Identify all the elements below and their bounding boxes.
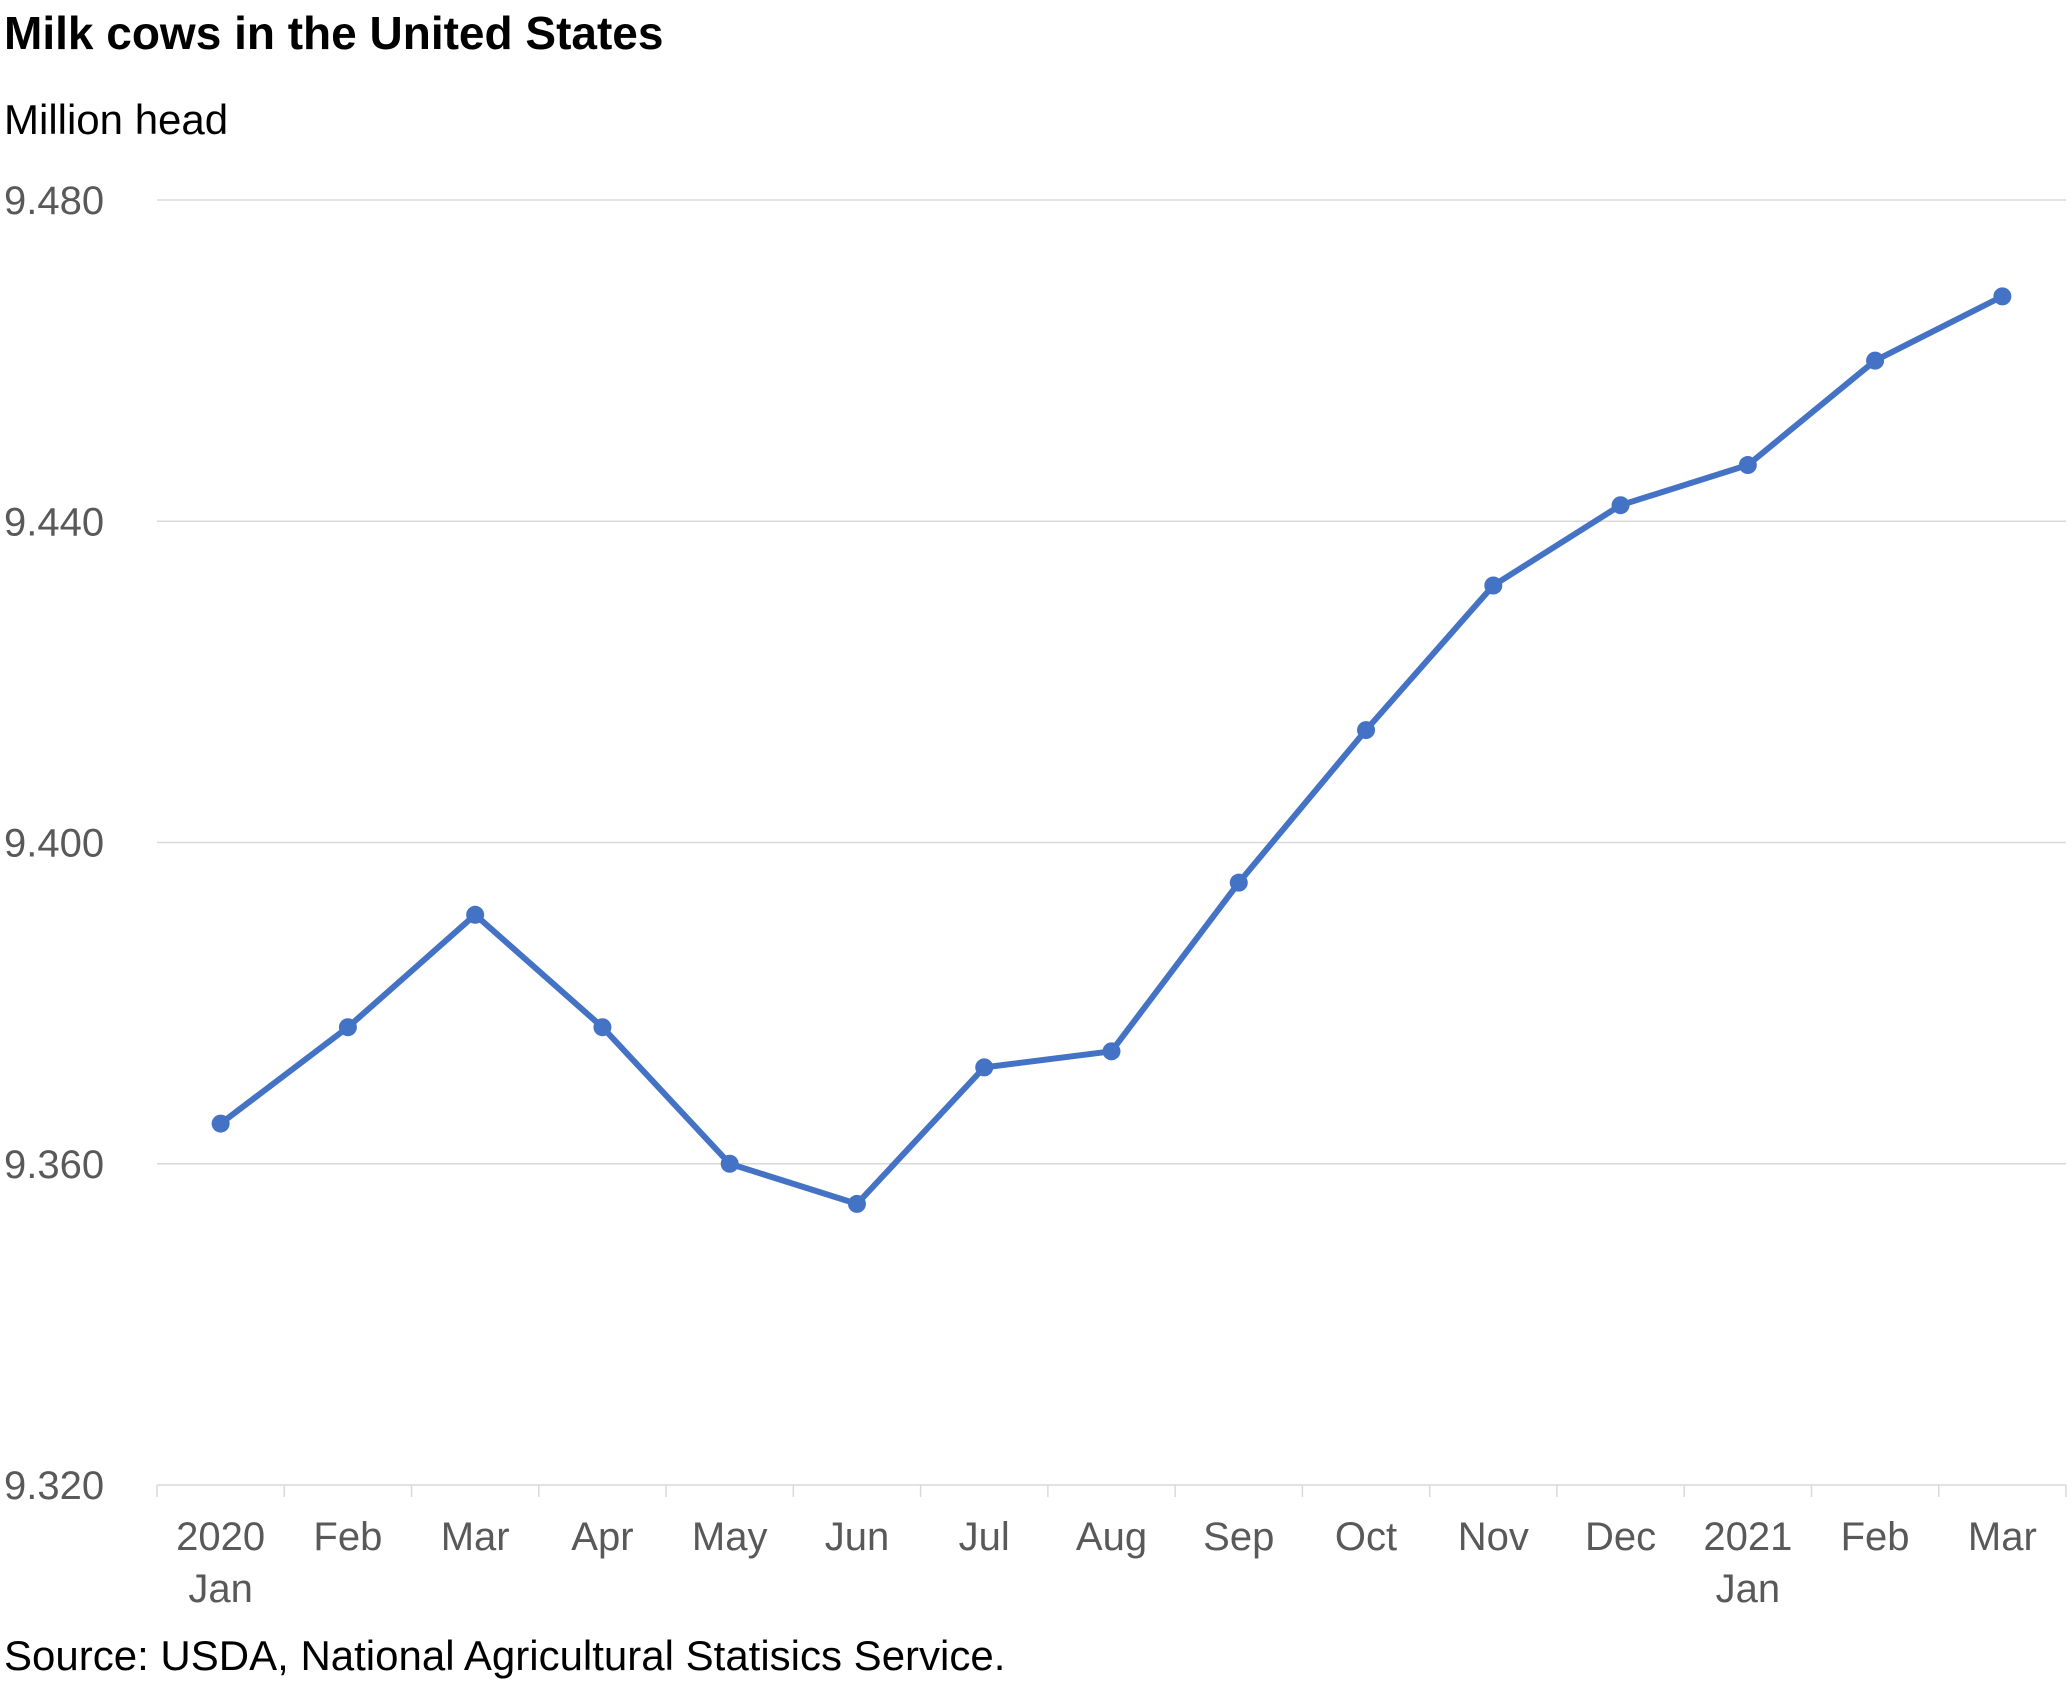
x-axis: 2020 Jan Feb Mar Apr May Jun Jul Aug Sep Oct Nov Dec… (156, 1484, 2067, 1611)
series-line (218, 293, 2004, 1207)
data-point (1738, 456, 1757, 475)
x-tick-label: Jul (959, 1515, 1010, 1559)
y-tick-label: 9.440 (4, 500, 104, 544)
data-point (1866, 351, 1885, 370)
x-tick-label: 2020 (176, 1515, 265, 1559)
data-point (466, 905, 485, 924)
y-tick-label: 9.480 (4, 179, 104, 223)
x-tick-label: Nov (1458, 1515, 1529, 1559)
x-tick-label: Dec (1585, 1515, 1656, 1559)
data-point (1102, 1042, 1121, 1061)
x-tick-label: Aug (1076, 1515, 1147, 1559)
data-point (1611, 496, 1630, 515)
data-point (847, 1194, 866, 1213)
data-point (338, 1018, 357, 1037)
x-tick-label: Apr (571, 1515, 633, 1559)
x-tick-label: Jan (1716, 1567, 1781, 1611)
y-tick-label: 9.320 (4, 1464, 104, 1508)
line-chart: 9.320 9.360 9.400 9.440 9.480 2020 Jan Feb Mar A… (4, 179, 2067, 1611)
x-tick-label: Oct (1335, 1515, 1397, 1559)
data-point (1357, 721, 1376, 740)
chart-subtitle: Million head (4, 96, 229, 143)
y-tick-label: 9.360 (4, 1143, 104, 1187)
x-tick-label: 2021 (1703, 1515, 1792, 1559)
data-point (1229, 873, 1248, 892)
x-tick-label: Mar (441, 1515, 510, 1559)
data-point (720, 1154, 739, 1173)
y-axis: 9.320 9.360 9.400 9.440 9.480 (4, 179, 104, 1508)
data-point (593, 1018, 612, 1037)
data-point (211, 1114, 230, 1133)
x-tick-label: Mar (1968, 1515, 2037, 1559)
data-point (975, 1058, 994, 1077)
data-point (1484, 576, 1503, 595)
data-point (1993, 287, 2012, 306)
x-tick-label: Jan (188, 1567, 253, 1611)
series (211, 287, 2012, 1213)
gridlines (157, 199, 2066, 1165)
chart-source: Source: USDA, National Agricultural Stat… (4, 1632, 1006, 1679)
x-tick-label: Jun (825, 1515, 890, 1559)
y-tick-label: 9.400 (4, 822, 104, 866)
x-tick-label: Feb (1841, 1515, 1910, 1559)
chart-title: Milk cows in the United States (4, 7, 664, 59)
x-tick-label: Feb (313, 1515, 382, 1559)
x-tick-label: May (692, 1515, 768, 1559)
x-tick-label: Sep (1203, 1515, 1274, 1559)
